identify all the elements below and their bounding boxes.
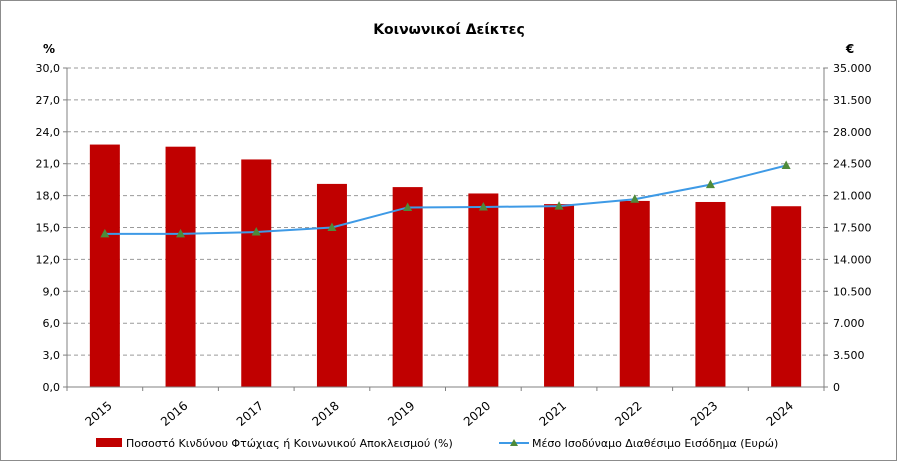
bar-series (89, 144, 802, 387)
right-tick-labels: 0 3.500 7.000 10.500 14.000 17.500 21.000 24.50… (833, 62, 872, 394)
legend-line-marker (510, 439, 518, 446)
x-tick-labels: 2015 2016 2017 2018 2019 2020 2021 2022 2023 2024 (82, 399, 796, 429)
bar (241, 159, 272, 387)
x-tick-label: 2019 (385, 399, 417, 429)
x-tick-label: 2024 (764, 399, 796, 429)
bar (619, 200, 650, 387)
x-tick-label: 2016 (158, 399, 190, 429)
x-tick-label: 2018 (309, 399, 341, 429)
right-tick-label: 28.000 (833, 126, 872, 139)
bar (165, 146, 196, 387)
bar (771, 206, 802, 387)
right-tick-label: 0 (833, 381, 840, 394)
left-tick-label: 9,0 (43, 285, 61, 298)
right-tick-label: 14.000 (833, 253, 872, 266)
line-point (403, 202, 413, 211)
x-tick-label: 2017 (234, 399, 266, 429)
left-tick-label: 24,0 (36, 126, 61, 139)
left-tick-label: 27,0 (36, 94, 61, 107)
right-tick-label: 7.000 (833, 317, 865, 330)
left-tick-label: 6,0 (43, 317, 61, 330)
left-tick-label: 21,0 (36, 158, 61, 171)
line-point (176, 228, 186, 238)
legend-line-label: Μέσο Ισοδύναμο Διαθέσιμο Εισόδημα (Ευρώ) (532, 437, 778, 450)
bar (468, 193, 499, 387)
left-tick-label: 0,0 (43, 381, 61, 394)
legend-bar-swatch (96, 438, 122, 447)
x-tick-label: 2020 (461, 399, 493, 429)
right-tick-label: 35.000 (833, 62, 872, 75)
line-point (630, 194, 640, 203)
line-point (478, 201, 488, 211)
left-tick-labels: 0,0 3,0 6,0 9,0 12,0 15,0 18,0 21,0 24,0 27,0 30,0 (36, 62, 61, 394)
bar (392, 187, 423, 387)
x-tick-label: 2015 (82, 399, 114, 429)
right-tick-label: 31.500 (833, 94, 872, 107)
chart-title: Κοινωνικοί Δείκτες (373, 22, 525, 38)
right-tick-label: 21.000 (833, 190, 872, 203)
income-line (104, 164, 787, 235)
legend-bar-label: Ποσοστό Κινδύνου Φτώχιας ή Κοινωνικού Απ… (126, 437, 453, 450)
bar (316, 183, 347, 387)
left-axis-label: % (43, 42, 55, 56)
x-tick-label: 2022 (612, 399, 644, 429)
x-tick-label: 2023 (688, 399, 720, 429)
right-tick-label: 17.500 (833, 222, 872, 235)
line-point (327, 222, 337, 231)
x-tick-label: 2021 (537, 399, 569, 429)
right-tick-label: 10.500 (833, 285, 872, 298)
left-tick-label: 15,0 (36, 222, 61, 235)
axes (66, 68, 825, 391)
line-point (781, 160, 791, 170)
bar (695, 201, 726, 387)
bar (544, 204, 575, 387)
bar (89, 144, 120, 387)
line-point (100, 228, 110, 238)
right-tick-label: 24.500 (833, 158, 872, 171)
right-tick-label: 3.500 (833, 349, 865, 362)
legend: Ποσοστό Κινδύνου Φτώχιας ή Κοινωνικού Απ… (96, 437, 778, 450)
left-tick-label: 18,0 (36, 190, 61, 203)
left-tick-label: 12,0 (36, 253, 61, 266)
left-tick-label: 3,0 (43, 349, 61, 362)
left-tick-label: 30,0 (36, 62, 61, 75)
line-point (705, 179, 715, 189)
line-point (251, 227, 261, 236)
line-point (554, 201, 564, 210)
right-axis-label: € (845, 42, 854, 56)
line-series (100, 160, 791, 238)
